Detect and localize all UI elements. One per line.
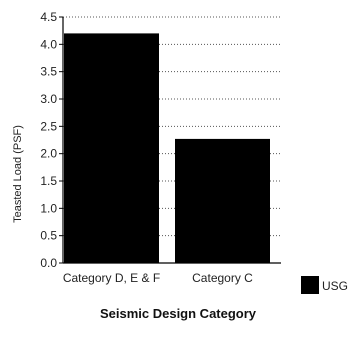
bars-group <box>64 33 270 264</box>
y-tick-label: 0.5 <box>40 229 57 243</box>
axes <box>62 17 281 264</box>
legend: USG <box>301 276 348 294</box>
y-tick-label: 2.0 <box>40 147 57 161</box>
y-tick-label: 2.5 <box>40 119 57 133</box>
y-axis-title: Teasted Load (PSF) <box>12 125 24 223</box>
x-tick-label: Category D, E & F <box>63 271 160 285</box>
x-tick-label: Category C <box>192 271 253 285</box>
x-tick-labels: Category D, E & F Category C <box>63 271 253 285</box>
bar-0 <box>64 33 159 264</box>
y-tick-label: 4.0 <box>40 37 57 51</box>
y-tick-label: 1.0 <box>40 201 57 215</box>
legend-label-usg: USG <box>322 279 348 293</box>
y-tick-label: 3.0 <box>40 92 57 106</box>
y-tick-label: 0.0 <box>40 256 57 270</box>
bar-1 <box>175 138 270 263</box>
y-tick-label: 4.5 <box>40 10 57 24</box>
legend-swatch-usg <box>301 276 319 294</box>
y-tick-label: 1.5 <box>40 174 57 188</box>
x-axis-title: Seismic Design Category <box>100 306 257 321</box>
y-tick-label: 3.5 <box>40 65 57 79</box>
y-tick-labels: 0.0 0.5 1.0 1.5 2.0 2.5 3.0 3.5 4.0 4.5 <box>40 10 57 270</box>
